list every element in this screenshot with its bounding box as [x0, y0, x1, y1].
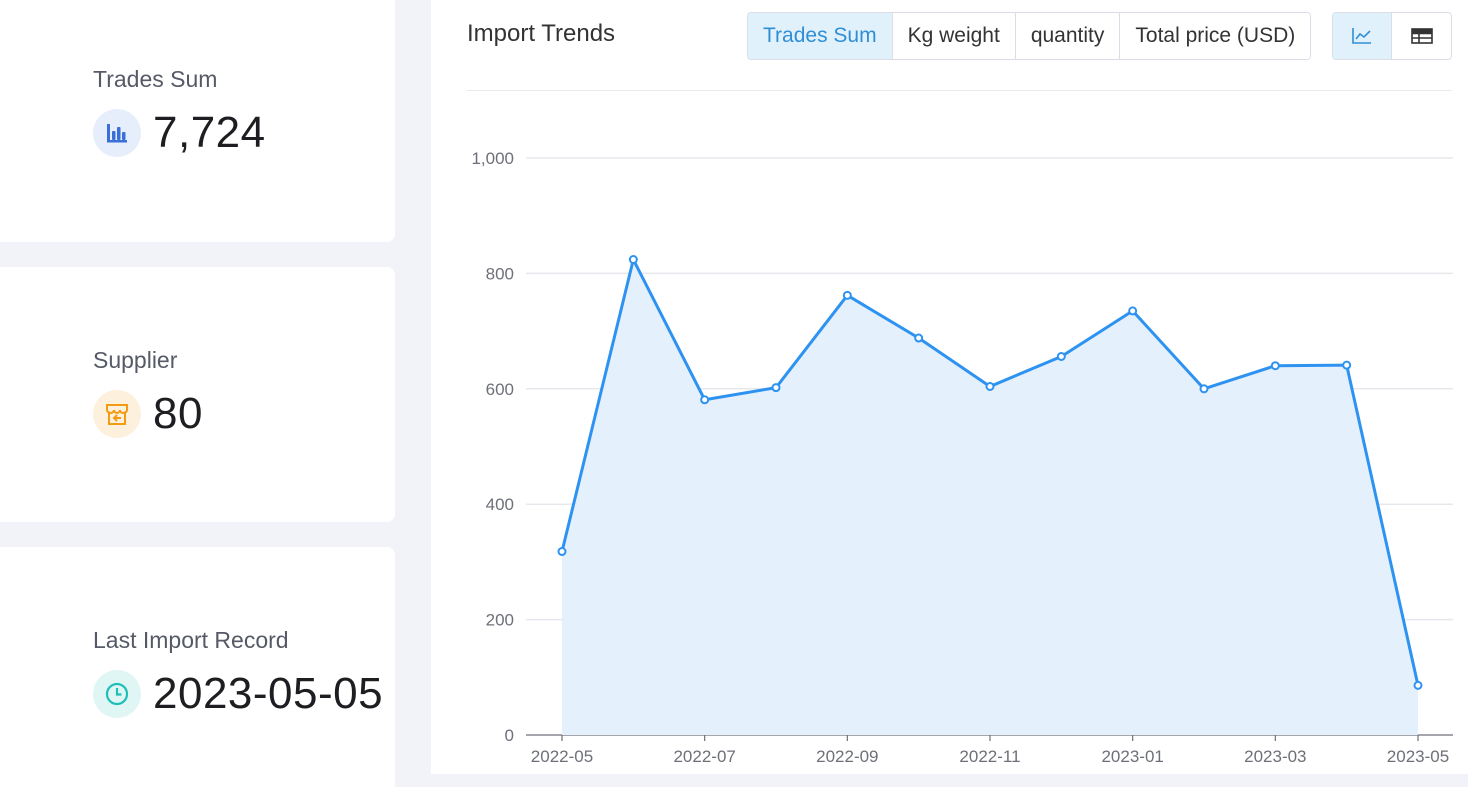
table-icon — [1410, 28, 1433, 44]
x-tick-label: 2022-11 — [959, 747, 1020, 766]
view-toggle — [1332, 12, 1452, 60]
data-point — [914, 333, 924, 343]
panel-title: Import Trends — [467, 20, 616, 47]
supplier-card: Supplier 80 — [0, 267, 395, 522]
x-tick-label: 2023-05 — [1387, 747, 1449, 766]
metric-tabs: Trades Sum Kg weight quantity Total pric… — [747, 12, 1312, 60]
line-chart-view-button[interactable] — [1333, 13, 1392, 59]
x-tick-label: 2022-09 — [816, 747, 878, 766]
y-tick-label: 800 — [486, 264, 514, 283]
bar-chart-icon — [93, 109, 141, 157]
trades-sum-value: 7,724 — [153, 108, 266, 157]
data-point — [557, 547, 567, 557]
supplier-value: 80 — [153, 389, 203, 438]
last-import-value: 2023-05-05 — [153, 669, 384, 718]
tab-quantity[interactable]: quantity — [1015, 13, 1121, 59]
data-point — [1342, 360, 1352, 370]
data-point — [700, 395, 710, 405]
y-tick-label: 200 — [486, 611, 514, 630]
data-point — [771, 383, 781, 393]
tab-kg-weight[interactable]: Kg weight — [892, 13, 1016, 59]
import-trends-chart: 0 200 400 600 800 1,000 2022-05 2022-07 2022-09 2… — [471, 149, 1453, 766]
trades-sum-label: Trades Sum — [93, 66, 218, 92]
series-area — [562, 259, 1418, 735]
table-view-button[interactable] — [1392, 13, 1451, 59]
line-chart-icon — [1352, 28, 1371, 44]
y-tick-label: 400 — [486, 495, 514, 514]
import-trends-panel: Import Trends Trades Sum Kg weight quant… — [431, 0, 1468, 774]
supplier-label: Supplier — [93, 347, 178, 373]
panel-divider — [467, 90, 1452, 91]
x-tick-label: 2022-05 — [531, 747, 593, 766]
supplier-row: 80 — [93, 389, 203, 439]
data-point — [1270, 361, 1280, 371]
last-import-card: Last Import Record 2023-05-05 — [0, 547, 395, 787]
data-point — [1128, 306, 1138, 316]
trades-sum-card: Trades Sum 7,724 — [0, 0, 395, 242]
y-tick-label: 600 — [486, 380, 514, 399]
y-tick-label: 1,000 — [471, 149, 514, 168]
data-point — [842, 290, 852, 300]
tab-trades-sum[interactable]: Trades Sum — [748, 13, 893, 59]
x-tick-label: 2022-07 — [673, 747, 735, 766]
data-point — [628, 255, 638, 265]
data-point — [1056, 351, 1066, 361]
data-point — [985, 381, 995, 391]
store-icon — [93, 390, 141, 438]
data-point — [1199, 384, 1209, 394]
y-tick-label: 0 — [505, 726, 514, 745]
x-tick-label: 2023-03 — [1244, 747, 1306, 766]
trades-sum-row: 7,724 — [93, 108, 266, 158]
tab-total-price[interactable]: Total price (USD) — [1120, 13, 1311, 59]
last-import-label: Last Import Record — [93, 627, 289, 653]
data-point — [1413, 680, 1423, 690]
clock-icon — [93, 670, 141, 718]
x-tick-label: 2023-01 — [1101, 747, 1163, 766]
last-import-row: 2023-05-05 — [93, 669, 383, 719]
